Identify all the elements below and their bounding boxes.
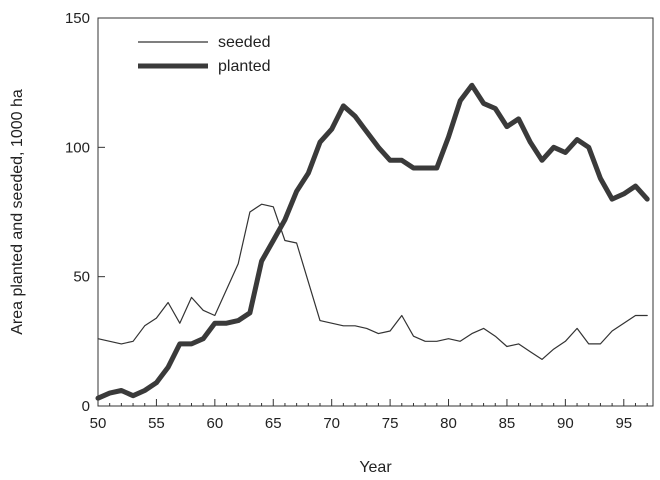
x-tick-label: 65 (265, 415, 282, 432)
series-line-planted (95, 82, 650, 401)
x-tick-label: 75 (382, 415, 399, 432)
legend-label-planted: planted (218, 58, 271, 75)
x-axis-title: Year (359, 459, 392, 476)
y-axis-title: Area planted and seeded, 1000 ha (9, 89, 26, 335)
y-tick-label: 100 (65, 139, 90, 156)
x-tick-label: 50 (90, 415, 107, 432)
data-series (95, 82, 650, 401)
x-tick-label: 95 (615, 415, 632, 432)
x-tick-label: 55 (148, 415, 165, 432)
x-tick-label: 60 (206, 415, 223, 432)
y-tick-label: 0 (82, 398, 90, 415)
tick-marks (97, 17, 648, 407)
series-line-seeded (97, 203, 648, 360)
y-tick-label: 50 (73, 269, 90, 286)
x-tick-label: 90 (557, 415, 574, 432)
y-tick-label: 150 (65, 10, 90, 27)
legend-label-seeded: seeded (218, 34, 271, 51)
plot-frame (97, 17, 654, 407)
x-tick-label: 70 (323, 415, 340, 432)
x-tick-label: 80 (440, 415, 457, 432)
x-tick-label: 85 (499, 415, 516, 432)
legend: seeded planted (138, 34, 271, 75)
